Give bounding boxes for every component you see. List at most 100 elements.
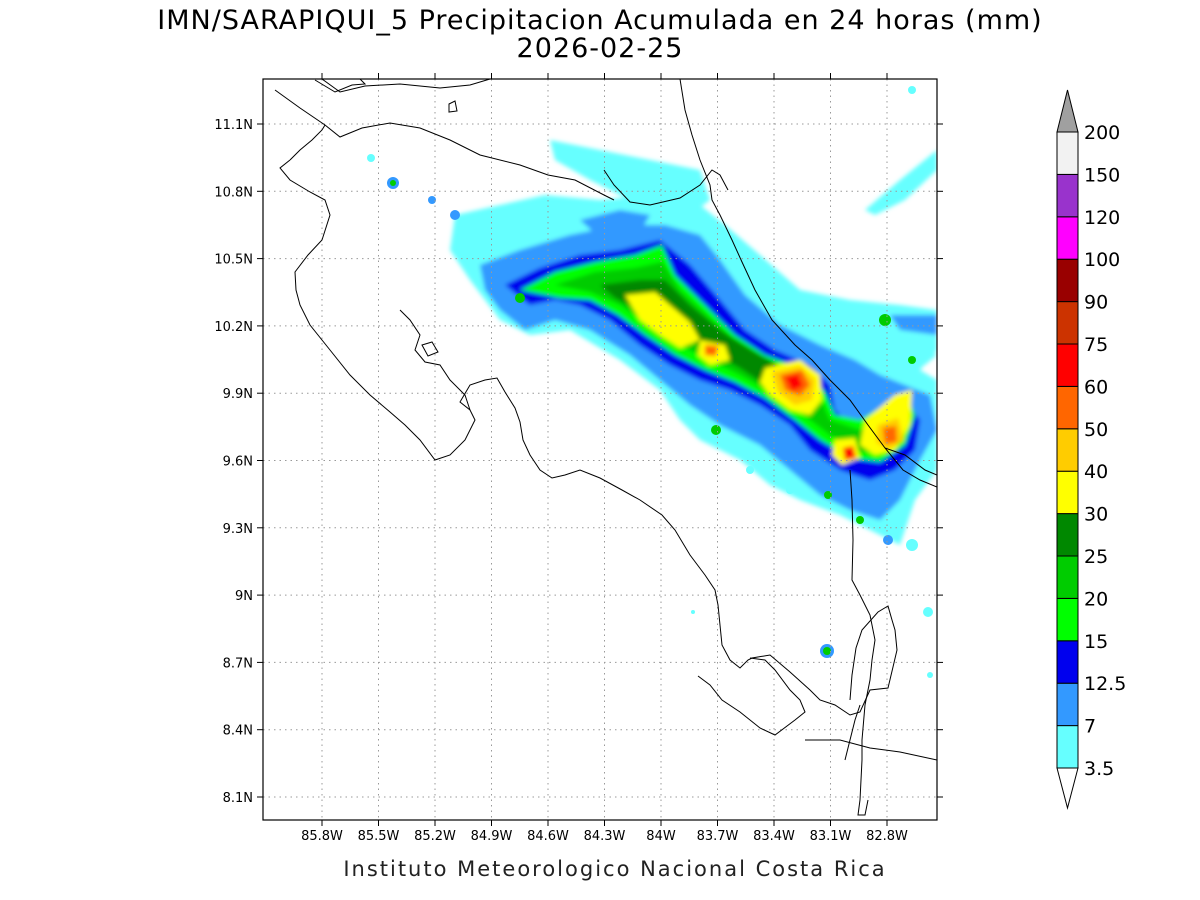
precip-cell — [883, 535, 893, 545]
colorbar-level-label: 30 — [1084, 504, 1108, 526]
colorbar-swatch — [1056, 131, 1079, 175]
precip-cell — [823, 647, 831, 655]
panama-border — [849, 469, 876, 816]
colorbar-under-triangle — [1056, 767, 1079, 810]
colorbar-level-label: 75 — [1084, 334, 1108, 356]
pacific-coast-north2 — [289, 124, 326, 161]
colorbar-swatch — [1056, 385, 1079, 430]
lon-tick-label: 82.8W — [866, 829, 908, 844]
colorbar-swatch — [1056, 470, 1079, 515]
osa-peninsula — [697, 657, 806, 736]
plot-frame — [262, 78, 938, 821]
lon-tick-label: 83.4W — [753, 829, 795, 844]
colorbar-level-label: 7 — [1084, 716, 1096, 738]
colorbar-swatch — [1056, 343, 1079, 387]
precip-cell — [746, 466, 754, 474]
colorbar-swatch — [1056, 682, 1079, 727]
island — [448, 100, 458, 113]
precip-area-30 — [625, 292, 700, 348]
lat-tick-label: 8.1N — [223, 791, 253, 806]
gulf-of-nicoya — [399, 309, 471, 411]
colorbar-swatch — [1056, 428, 1079, 472]
lake-nicaragua — [321, 79, 491, 93]
precipitation-field — [367, 86, 937, 678]
precip-cell — [923, 607, 933, 617]
colorbar-level-label: 60 — [1084, 376, 1108, 398]
panama-north — [884, 447, 937, 476]
pacific-coast-north — [279, 159, 898, 716]
colorbar-level-label: 15 — [1084, 631, 1108, 653]
lat-tick-label: 9.3N — [223, 522, 253, 537]
colorbar-level-label: 25 — [1084, 546, 1108, 568]
precip-area-light — [850, 330, 937, 365]
precip-cell — [515, 293, 525, 303]
precip-cell — [906, 539, 918, 551]
precip-cell — [908, 86, 916, 94]
map-date: 2026-02-25 — [516, 33, 684, 64]
map-title: IMN/SARAPIQUI_5 Precipitacion Acumulada … — [157, 5, 1043, 36]
precip-area-60 — [843, 446, 856, 460]
lat-tick-label: 9.9N — [223, 387, 253, 402]
colorbar-swatch — [1056, 301, 1079, 345]
nicaragua-coast — [314, 79, 367, 93]
colorbar-swatch — [1056, 216, 1079, 260]
precip-area-7 — [890, 315, 937, 335]
colorbar-level-label: 120 — [1084, 207, 1120, 229]
lon-tick-label: 84.6W — [527, 829, 569, 844]
colorbar-level-label: 50 — [1084, 419, 1108, 441]
lon-tick-label: 85.5W — [358, 829, 400, 844]
colorbar-swatch — [1056, 725, 1079, 769]
lon-tick-label: 83.7W — [697, 829, 739, 844]
precip-area-50 — [705, 345, 718, 356]
map-grid — [263, 79, 937, 820]
precip-cell — [856, 516, 864, 524]
axis-ticks: 85.8W 85.5W 85.2W 84.9W 84.6W 84.3W 84W 83.7W 83… — [214, 73, 943, 844]
colorbar-swatch — [1056, 597, 1079, 642]
panama-coast — [805, 739, 937, 761]
lat-tick-label: 10.8N — [214, 185, 253, 200]
precip-cell — [786, 486, 794, 494]
precip-cell — [450, 210, 460, 220]
precip-area-light — [865, 150, 937, 215]
precip-area-light — [550, 140, 710, 215]
lon-tick-label: 85.8W — [301, 829, 343, 844]
lon-tick-label: 83.1W — [810, 829, 852, 844]
colorbar-level-label: 90 — [1084, 292, 1108, 314]
precip-cell — [691, 610, 695, 614]
colorbar-swatch — [1056, 258, 1079, 303]
burica — [844, 704, 861, 761]
colorbar-swatch — [1056, 173, 1079, 218]
lat-tick-label: 9.6N — [223, 455, 253, 470]
precip-area-7 — [580, 210, 650, 238]
lat-tick-label: 10.2N — [214, 320, 253, 335]
precip-cell — [711, 425, 721, 435]
precip-cell — [428, 196, 436, 204]
colorbar-swatch — [1056, 640, 1079, 684]
lat-tick-label: 10.5N — [214, 253, 253, 268]
colorbar-over-triangle — [1056, 89, 1079, 133]
lat-tick-label: 9N — [235, 589, 253, 604]
nicoya-island — [421, 341, 439, 357]
footer-credit: Instituto Meteorologico Nacional Costa R… — [343, 857, 887, 881]
colorbar-swatch — [1056, 513, 1079, 557]
coastlines — [274, 79, 937, 816]
precip-cell — [908, 356, 916, 364]
precip-cell — [390, 180, 396, 186]
precip-cell — [927, 672, 933, 678]
lat-tick-label: 8.7N — [223, 656, 253, 671]
colorbar: 3.5 7 12.5 15 20 25 30 40 50 60 75 90 100 120 150 200 — [1056, 89, 1126, 810]
lat-tick-label: 8.4N — [223, 724, 253, 739]
lat-tick-label: 11.1N — [214, 118, 253, 133]
colorbar-level-label: 12.5 — [1084, 673, 1126, 695]
colorbar-level-label: 100 — [1084, 249, 1120, 271]
colorbar-level-label: 150 — [1084, 164, 1120, 186]
colorbar-level-label: 40 — [1084, 461, 1108, 483]
colorbar-level-label: 200 — [1084, 122, 1120, 144]
colorbar-level-label: 3.5 — [1084, 758, 1114, 780]
precip-area-50 — [883, 426, 897, 444]
colorbar-swatch — [1056, 555, 1079, 599]
san-juan-river — [603, 169, 729, 206]
colorbar-level-label: 20 — [1084, 588, 1108, 610]
caribbean-coast — [679, 79, 937, 488]
